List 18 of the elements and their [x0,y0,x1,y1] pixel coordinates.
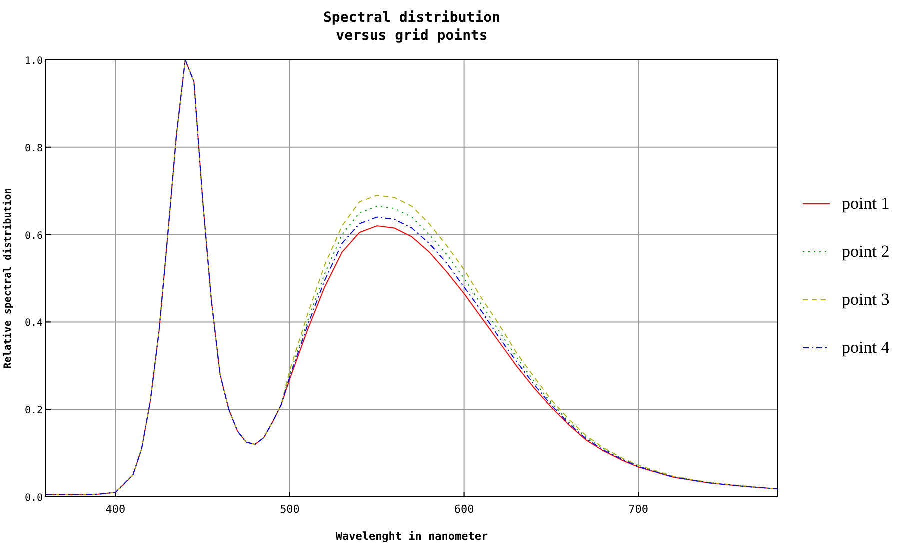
legend-label: point 2 [842,242,890,261]
x-tick-label: 500 [280,503,300,516]
y-tick-label: 0.4 [24,318,43,330]
y-tick-label: 1.0 [24,56,43,67]
x-tick-label: 700 [628,503,649,516]
legend-label: point 1 [842,194,890,213]
y-axis-title: Relative spectral distribution [2,188,14,369]
y-tick-label: 0.0 [24,493,43,504]
legend-label: point 3 [842,290,890,309]
chart-title: Spectral distribution versus grid points [323,10,501,44]
y-tick-label: 0.2 [24,406,43,417]
x-tick-label: 400 [106,503,126,516]
legend-label: point 4 [842,338,890,357]
x-axis-title: Wavelenght in nanometer [336,530,489,543]
y-tick-label: 0.6 [24,230,43,242]
x-tick-label: 600 [454,503,474,516]
y-tick-label: 0.8 [24,143,43,154]
line-series [46,60,778,496]
